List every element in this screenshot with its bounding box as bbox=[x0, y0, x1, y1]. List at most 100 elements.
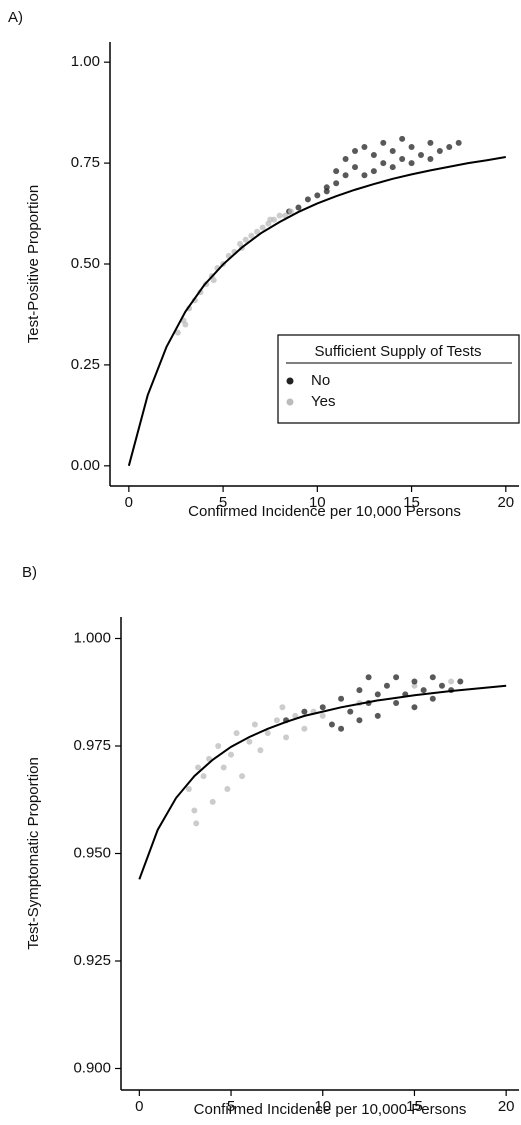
y-tick-label: 0.25 bbox=[71, 356, 100, 373]
y-tick-label: 0.50 bbox=[71, 255, 100, 272]
point bbox=[347, 708, 354, 715]
point bbox=[191, 807, 198, 814]
legend-marker bbox=[286, 377, 294, 385]
y-tick-label: 0.75 bbox=[71, 154, 100, 171]
point bbox=[389, 164, 396, 171]
point bbox=[338, 725, 345, 732]
point bbox=[338, 695, 345, 702]
point bbox=[408, 160, 415, 167]
point bbox=[352, 164, 359, 171]
y-axis-label: Test-Positive Proportion bbox=[25, 185, 42, 343]
point bbox=[251, 721, 258, 728]
x-axis-label: Confirmed Incidence per 10,000 Persons bbox=[194, 1101, 467, 1118]
x-tick-label: 10 bbox=[309, 494, 326, 511]
point bbox=[370, 168, 377, 175]
point bbox=[259, 224, 266, 231]
y-axis-label: Test-Symptomatic Proportion bbox=[25, 757, 42, 950]
x-tick-label: 5 bbox=[219, 494, 227, 511]
x-tick-label: 5 bbox=[227, 1098, 235, 1115]
point bbox=[427, 156, 434, 163]
point bbox=[342, 156, 349, 163]
legend-marker bbox=[286, 398, 294, 406]
point bbox=[242, 236, 249, 243]
point bbox=[374, 691, 381, 698]
point bbox=[209, 798, 216, 805]
legend-title: Sufficient Supply of Tests bbox=[314, 343, 481, 360]
point bbox=[301, 708, 308, 715]
y-tick-label: 1.000 bbox=[73, 629, 111, 646]
point bbox=[399, 135, 406, 142]
x-tick-label: 15 bbox=[403, 494, 420, 511]
point bbox=[210, 277, 217, 284]
fit-curve bbox=[138, 684, 507, 880]
point bbox=[393, 674, 400, 681]
point bbox=[193, 820, 200, 827]
legend-label: Yes bbox=[311, 393, 335, 410]
point bbox=[333, 168, 340, 175]
point bbox=[304, 196, 311, 203]
point bbox=[383, 682, 390, 689]
point bbox=[195, 764, 202, 771]
point bbox=[374, 712, 381, 719]
point bbox=[224, 786, 231, 792]
y-tick-label: 0.925 bbox=[73, 952, 111, 969]
x-tick-label: 0 bbox=[125, 494, 133, 511]
point bbox=[393, 700, 400, 706]
panel-label: A) bbox=[8, 9, 23, 26]
y-tick-label: 1.00 bbox=[71, 53, 100, 70]
point bbox=[174, 329, 181, 336]
point bbox=[370, 152, 377, 159]
point bbox=[446, 143, 453, 150]
point bbox=[342, 172, 349, 179]
point bbox=[356, 717, 363, 724]
point bbox=[429, 674, 436, 681]
point bbox=[273, 717, 280, 724]
point bbox=[411, 704, 418, 711]
point bbox=[436, 147, 443, 154]
point bbox=[323, 188, 330, 195]
fit-curve bbox=[127, 156, 506, 467]
point bbox=[333, 180, 340, 187]
point bbox=[287, 208, 294, 215]
point bbox=[276, 212, 283, 219]
point bbox=[279, 704, 286, 711]
point bbox=[455, 139, 462, 146]
point bbox=[314, 192, 321, 199]
point bbox=[361, 143, 368, 150]
point bbox=[411, 678, 418, 685]
point bbox=[365, 674, 372, 681]
legend-box bbox=[277, 334, 520, 424]
point bbox=[380, 139, 387, 146]
legend-label: No bbox=[311, 372, 330, 389]
x-tick-label: 20 bbox=[497, 494, 514, 511]
point bbox=[411, 682, 418, 689]
point bbox=[239, 773, 246, 780]
point bbox=[233, 730, 240, 737]
y-tick-label: 0.00 bbox=[71, 457, 100, 474]
point bbox=[448, 678, 455, 685]
panel-label: B) bbox=[22, 564, 37, 581]
point bbox=[356, 687, 363, 694]
point bbox=[417, 152, 424, 159]
point bbox=[295, 204, 302, 211]
point bbox=[361, 172, 368, 179]
point bbox=[246, 738, 253, 745]
point bbox=[200, 773, 207, 780]
point bbox=[267, 216, 274, 223]
point bbox=[185, 786, 192, 792]
point bbox=[438, 682, 445, 689]
point bbox=[352, 147, 359, 154]
point bbox=[248, 232, 255, 239]
point bbox=[215, 743, 222, 749]
point bbox=[429, 695, 436, 702]
point bbox=[427, 139, 434, 146]
y-tick-label: 0.975 bbox=[73, 737, 111, 754]
x-tick-label: 15 bbox=[406, 1098, 423, 1115]
x-axis-label: Confirmed Incidence per 10,000 Persons bbox=[188, 503, 461, 520]
point bbox=[399, 156, 406, 163]
point bbox=[228, 751, 235, 758]
x-tick-label: 10 bbox=[314, 1098, 331, 1115]
point bbox=[220, 764, 227, 771]
point bbox=[319, 704, 326, 711]
